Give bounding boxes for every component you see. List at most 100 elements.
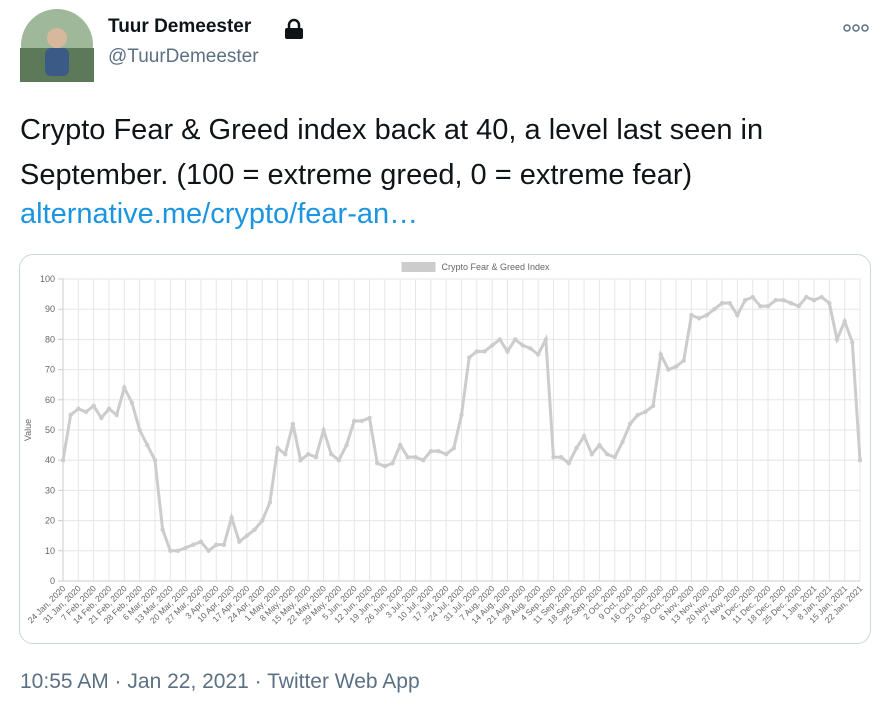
tweet-text: Crypto Fear & Greed index back at 40, a … (20, 114, 764, 191)
data-point (367, 415, 372, 421)
data-point (137, 427, 142, 433)
y-tick-label: 0 (50, 576, 55, 586)
data-point (520, 343, 526, 348)
data-point (344, 442, 349, 448)
y-tick-label: 50 (45, 425, 55, 435)
user-handle[interactable]: @TuurDemeester (108, 46, 259, 67)
data-point (229, 515, 234, 520)
data-point (773, 297, 778, 303)
data-point (689, 313, 694, 318)
data-point (765, 303, 771, 309)
data-point (581, 433, 587, 439)
y-tick-label: 40 (45, 455, 55, 465)
data-point (612, 454, 617, 460)
data-point (60, 458, 66, 463)
data-point (129, 400, 135, 406)
data-point (597, 442, 602, 448)
data-point (451, 445, 457, 451)
data-point (558, 454, 564, 460)
data-point (696, 316, 702, 321)
y-tick-label: 70 (45, 365, 55, 375)
data-point (673, 364, 679, 369)
data-point (106, 406, 112, 412)
data-point (275, 445, 280, 451)
data-point (267, 500, 273, 505)
data-point (796, 303, 801, 309)
data-point (237, 539, 242, 544)
data-point (719, 300, 725, 306)
data-point (244, 533, 250, 538)
data-point (819, 294, 824, 300)
user-name[interactable]: Tuur Demeester (108, 16, 252, 37)
data-point (252, 527, 257, 532)
data-point (436, 448, 441, 454)
data-point (191, 542, 196, 547)
data-point (99, 415, 104, 421)
data-point (175, 548, 181, 553)
data-point (474, 349, 480, 354)
more-menu[interactable] (842, 22, 872, 34)
data-point (666, 367, 671, 372)
data-point (842, 319, 847, 324)
data-point (543, 337, 548, 342)
data-point (788, 300, 794, 306)
data-point (428, 448, 434, 454)
lock-icon (285, 18, 303, 39)
legend-swatch (401, 262, 436, 272)
legend-label: Crypto Fear & Greed Index (442, 262, 551, 272)
data-point (658, 352, 663, 357)
tweet-footer: 10:55 AM · Jan 22, 2021 · Twitter Web Ap… (20, 670, 420, 693)
data-point (512, 337, 518, 342)
data-point (758, 303, 763, 309)
data-point (827, 300, 832, 306)
data-point (221, 542, 227, 547)
data-point (390, 461, 395, 466)
data-point (321, 427, 326, 433)
data-point (650, 403, 656, 409)
data-point (122, 385, 127, 390)
data-point (750, 294, 755, 300)
data-point (183, 545, 188, 550)
data-point (306, 451, 311, 457)
data-point (168, 548, 173, 553)
tweet-link[interactable]: alternative.me/crypto/fear-an… (20, 198, 419, 230)
y-tick-label: 60 (45, 395, 55, 405)
data-point (83, 409, 89, 415)
data-point (742, 297, 748, 303)
data-point (413, 454, 418, 460)
y-tick-label: 10 (45, 546, 55, 556)
data-point (397, 442, 403, 448)
y-axis-label: Value (23, 419, 33, 441)
data-point (145, 442, 150, 448)
data-point (727, 300, 732, 306)
data-point (482, 349, 487, 354)
data-point (781, 297, 786, 303)
data-point (114, 412, 119, 418)
data-point (551, 454, 556, 460)
data-point (635, 412, 640, 418)
data-point (206, 548, 211, 553)
avatar[interactable] (20, 8, 94, 82)
data-point (681, 358, 686, 363)
data-point (850, 340, 855, 345)
data-point (505, 349, 510, 354)
y-tick-label: 100 (40, 274, 55, 284)
data-point (704, 313, 709, 318)
data-point (535, 352, 541, 357)
y-tick-label: 80 (45, 334, 55, 344)
data-point (91, 403, 96, 409)
data-point (443, 451, 449, 457)
data-point (405, 454, 411, 460)
data-point (589, 451, 594, 457)
data-point (420, 458, 426, 463)
data-point (712, 307, 717, 312)
data-point (489, 343, 495, 348)
data-point (382, 464, 388, 469)
data-point (283, 451, 288, 457)
data-point (834, 337, 840, 342)
chart-card[interactable]: 0 10 20 30 40 50 60 70 80 90 100 Value 24 Jan, 2020 3… (19, 254, 871, 644)
data-point (160, 527, 165, 532)
data-point (76, 406, 81, 412)
data-point (359, 418, 365, 424)
